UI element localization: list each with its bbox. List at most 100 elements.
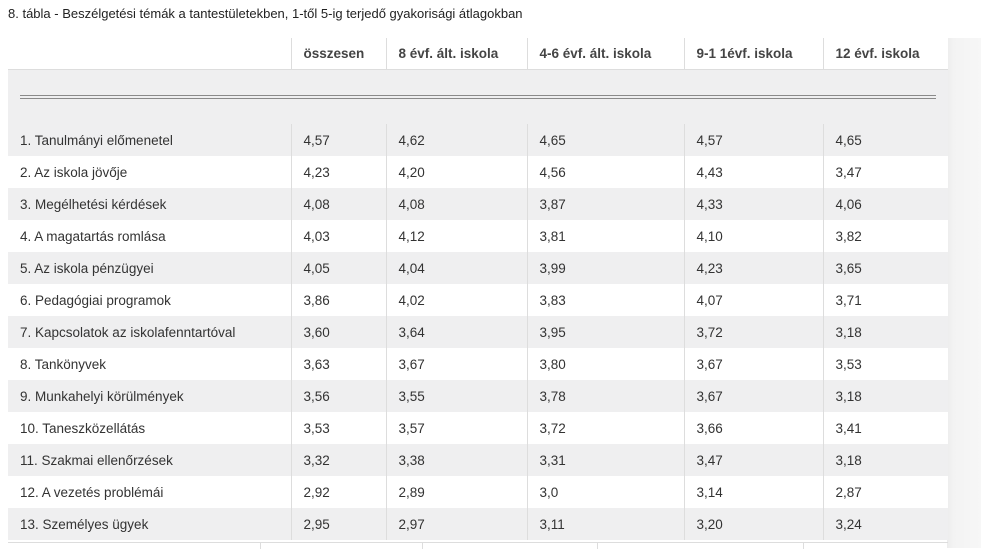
value-cell: 3,80 bbox=[527, 348, 685, 380]
header-cell: összesen bbox=[291, 38, 387, 70]
value-cell: 3,47 bbox=[823, 156, 948, 188]
row-label: 12. A vezetés problémái bbox=[8, 476, 292, 508]
value-cell: 4,33 bbox=[684, 188, 824, 220]
value-cell: 4,57 bbox=[684, 124, 824, 156]
row-label: 1. Tanulmányi előmenetel bbox=[8, 124, 292, 156]
value-cell: 2,87 bbox=[823, 476, 948, 508]
header-cell: 12 évf. iskola bbox=[823, 38, 948, 70]
value-cell: 3,71 bbox=[823, 284, 948, 316]
value-cell: 4,02 bbox=[386, 284, 528, 316]
value-cell: 2,95 bbox=[291, 508, 387, 540]
row-label: 8. Tankönyvek bbox=[8, 348, 292, 380]
value-cell: 3,31 bbox=[527, 444, 685, 476]
value-cell: 4,43 bbox=[684, 156, 824, 188]
value-cell: 3,82 bbox=[823, 220, 948, 252]
value-cell: 3,53 bbox=[291, 412, 387, 444]
table-row: 11. Szakmai ellenőrzések 3,32 3,38 3,31 3,47… bbox=[8, 444, 948, 476]
value-cell: 4,05 bbox=[291, 252, 387, 284]
value-cell: 3,63 bbox=[291, 348, 387, 380]
value-cell: 4,07 bbox=[684, 284, 824, 316]
table-row: 3. Megélhetési kérdések 4,08 4,08 3,87 4,33 4… bbox=[8, 188, 948, 220]
row-label: 2. Az iskola jövője bbox=[8, 156, 292, 188]
value-cell: 4,10 bbox=[684, 220, 824, 252]
value-cell: 4,57 bbox=[291, 124, 387, 156]
header-cell: 9-1 1évf. iskola bbox=[684, 38, 824, 70]
value-cell: 3,81 bbox=[527, 220, 685, 252]
table-caption: 8. tábla - Beszélgetési témák a tantestü… bbox=[8, 6, 523, 21]
value-cell: 3,55 bbox=[386, 380, 528, 412]
value-cell: 3,57 bbox=[386, 412, 528, 444]
value-cell: 3,18 bbox=[823, 380, 948, 412]
value-cell: 3,41 bbox=[823, 412, 948, 444]
header-row: összesen 8 évf. ált. iskola 4-6 évf. ált. … bbox=[8, 38, 948, 70]
value-cell: 4,12 bbox=[386, 220, 528, 252]
value-cell: 4,20 bbox=[386, 156, 528, 188]
value-cell: 3,18 bbox=[823, 444, 948, 476]
value-cell: 3,20 bbox=[684, 508, 824, 540]
header-cell: 8 évf. ált. iskola bbox=[386, 38, 528, 70]
value-cell: 3,72 bbox=[684, 316, 824, 348]
value-cell: 3,72 bbox=[527, 412, 685, 444]
row-label: 13. Személyes ügyek bbox=[8, 508, 292, 540]
value-cell: 3,53 bbox=[823, 348, 948, 380]
value-cell: 3,11 bbox=[527, 508, 685, 540]
table-row: 10. Taneszközellátás 3,53 3,57 3,72 3,66 3,41 bbox=[8, 412, 948, 444]
value-cell: 3,65 bbox=[823, 252, 948, 284]
value-cell: 4,56 bbox=[527, 156, 685, 188]
value-cell: 3,64 bbox=[386, 316, 528, 348]
table-row: 6. Pedagógiai programok 3,86 4,02 3,83 4,07 3… bbox=[8, 284, 948, 316]
value-cell: 2,92 bbox=[291, 476, 387, 508]
value-cell: 3,32 bbox=[291, 444, 387, 476]
header-cell: 4-6 évf. ált. iskola bbox=[527, 38, 685, 70]
value-cell: 2,89 bbox=[386, 476, 528, 508]
page-margin-shadow bbox=[947, 38, 981, 548]
value-cell: 3,95 bbox=[527, 316, 685, 348]
value-cell: 3,24 bbox=[823, 508, 948, 540]
value-cell: 3,87 bbox=[527, 188, 685, 220]
table-row: 8. Tankönyvek 3,63 3,67 3,80 3,67 3,53 bbox=[8, 348, 948, 380]
separator-row bbox=[8, 69, 948, 124]
table-row: 4. A magatartás romlása 4,03 4,12 3,81 4,10 3… bbox=[8, 220, 948, 252]
row-label: 10. Taneszközellátás bbox=[8, 412, 292, 444]
table-row: 12. A vezetés problémái 2,92 2,89 3,0 3,14 2,… bbox=[8, 476, 948, 508]
row-label: 3. Megélhetési kérdések bbox=[8, 188, 292, 220]
row-label: 11. Szakmai ellenőrzések bbox=[8, 444, 292, 476]
value-cell: 3,47 bbox=[684, 444, 824, 476]
table-row: 13. Személyes ügyek 2,95 2,97 3,11 3,20 3,24 bbox=[8, 508, 948, 540]
table-row: 7. Kapcsolatok az iskolafenntartóval 3,60… bbox=[8, 316, 948, 348]
value-cell: 3,99 bbox=[527, 252, 685, 284]
value-cell: 4,62 bbox=[386, 124, 528, 156]
tick bbox=[803, 543, 804, 549]
data-table: összesen 8 évf. ált. iskola 4-6 évf. ált. … bbox=[8, 38, 948, 540]
value-cell: 4,23 bbox=[684, 252, 824, 284]
value-cell: 3,14 bbox=[684, 476, 824, 508]
table-row: 5. Az iskola pénzügyei 4,05 4,04 3,99 4,23 3,… bbox=[8, 252, 948, 284]
tick bbox=[597, 543, 598, 549]
table-row: 2. Az iskola jövője 4,23 4,20 4,56 4,43 3,47 bbox=[8, 156, 948, 188]
row-label: 5. Az iskola pénzügyei bbox=[8, 252, 292, 284]
row-label: 4. A magatartás romlása bbox=[8, 220, 292, 252]
value-cell: 3,67 bbox=[684, 380, 824, 412]
value-cell: 3,66 bbox=[684, 412, 824, 444]
value-cell: 3,18 bbox=[823, 316, 948, 348]
value-cell: 3,0 bbox=[527, 476, 685, 508]
separator-cell bbox=[8, 69, 948, 124]
value-cell: 4,04 bbox=[386, 252, 528, 284]
table-row: 9. Munkahelyi körülmények 3,56 3,55 3,78 3,6… bbox=[8, 380, 948, 412]
value-cell: 4,65 bbox=[527, 124, 685, 156]
value-cell: 3,38 bbox=[386, 444, 528, 476]
value-cell: 4,23 bbox=[291, 156, 387, 188]
row-label: 9. Munkahelyi körülmények bbox=[8, 380, 292, 412]
row-label: 6. Pedagógiai programok bbox=[8, 284, 292, 316]
value-cell: 3,78 bbox=[527, 380, 685, 412]
value-cell: 4,08 bbox=[386, 188, 528, 220]
tick bbox=[422, 543, 423, 549]
value-cell: 3,67 bbox=[386, 348, 528, 380]
value-cell: 4,08 bbox=[291, 188, 387, 220]
tick bbox=[260, 543, 261, 549]
header-cell-empty bbox=[8, 38, 292, 70]
value-cell: 2,97 bbox=[386, 508, 528, 540]
value-cell: 4,65 bbox=[823, 124, 948, 156]
value-cell: 4,03 bbox=[291, 220, 387, 252]
table-row: 1. Tanulmányi előmenetel 4,57 4,62 4,65 4,57… bbox=[8, 124, 948, 156]
